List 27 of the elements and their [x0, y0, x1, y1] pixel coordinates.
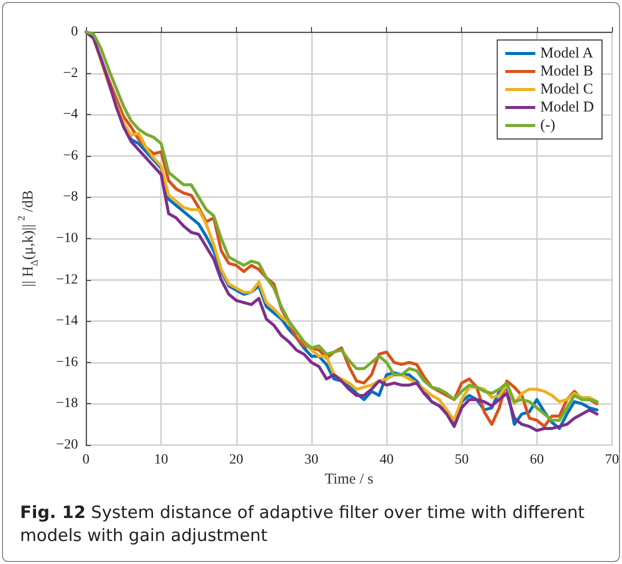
y-tick-label: −4	[63, 107, 78, 122]
caption: Fig. 12 System distance of adaptive filter over time with different models with gain adjustment	[20, 502, 586, 548]
legend-label: Model A	[540, 46, 594, 62]
y-tick-label: −14	[56, 314, 78, 329]
x-tick-label: 40	[380, 452, 394, 468]
y-tick-label: 0	[71, 24, 78, 40]
x-tick-label: 10	[154, 452, 168, 468]
x-tick-label: 0	[82, 452, 90, 468]
y-tick-label: −20	[56, 438, 78, 452]
y-axis-title: || HΔ(μ,k)|| 2 /dB	[16, 190, 40, 287]
y-tick-label: −8	[63, 190, 78, 205]
x-tick-label: 70	[605, 452, 619, 468]
x-tick-label: 30	[304, 452, 318, 468]
x-axis-title: Time / s	[324, 471, 374, 488]
legend-label: Model C	[540, 82, 594, 98]
y-tick-label: −2	[63, 66, 78, 81]
legend-label: Model B	[540, 64, 594, 80]
y-tick-label: −12	[56, 272, 78, 288]
legend-label: Model D	[540, 100, 594, 116]
y-tick-label: −16	[56, 354, 78, 370]
legend-label: (-)	[540, 118, 556, 134]
x-tick-label: 50	[454, 452, 469, 468]
x-tick-label: 60	[530, 452, 544, 468]
y-tick-label: −18	[56, 396, 78, 412]
y-tick-label: −6	[63, 148, 78, 164]
x-tick-label: 20	[229, 452, 244, 468]
y-tick-label: −10	[56, 231, 78, 246]
